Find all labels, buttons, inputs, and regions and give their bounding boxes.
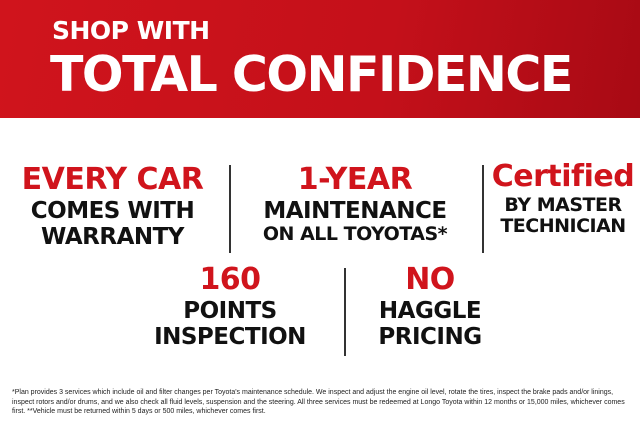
header-banner: SHOP WITH TOTAL CONFIDENCE bbox=[0, 0, 640, 118]
feature-line: INSPECTION bbox=[154, 323, 306, 350]
feature-highlight: Certified bbox=[491, 159, 635, 194]
feature-line: COMES WITH bbox=[30, 197, 195, 224]
feature-line: WARRANTY bbox=[41, 223, 184, 250]
divider bbox=[344, 268, 346, 356]
feature-highlight: NO bbox=[405, 262, 455, 297]
divider bbox=[229, 165, 231, 253]
footnote: *Plan provides 3 services which include … bbox=[12, 389, 625, 415]
feature-line: ON ALL TOYOTAS* bbox=[262, 222, 448, 245]
header-line2: TOTAL CONFIDENCE bbox=[50, 46, 573, 103]
feature-maintenance: 1-YEAR MAINTENANCE ON ALL TOYOTAS* bbox=[240, 162, 470, 246]
feature-line: PRICING bbox=[378, 323, 482, 350]
feature-line: POINTS bbox=[183, 297, 277, 324]
feature-highlight: 1-YEAR bbox=[297, 162, 413, 197]
feature-line: TECHNICIAN bbox=[500, 215, 626, 238]
feature-certified: Certified BY MASTER TECHNICIAN bbox=[486, 159, 640, 238]
feature-line: BY MASTER bbox=[504, 193, 622, 216]
feature-highlight: 160 bbox=[199, 262, 261, 297]
divider bbox=[482, 165, 484, 253]
feature-no-haggle: NO HAGGLE PRICING bbox=[355, 262, 505, 350]
feature-line: HAGGLE bbox=[378, 297, 482, 324]
feature-line: MAINTENANCE bbox=[263, 197, 447, 224]
feature-inspection: 160 POINTS INSPECTION bbox=[140, 262, 320, 350]
header-line1: SHOP WITH bbox=[52, 16, 210, 45]
feature-warranty: EVERY CAR COMES WITH WARRANTY bbox=[10, 162, 215, 250]
feature-highlight: EVERY CAR bbox=[21, 162, 204, 197]
